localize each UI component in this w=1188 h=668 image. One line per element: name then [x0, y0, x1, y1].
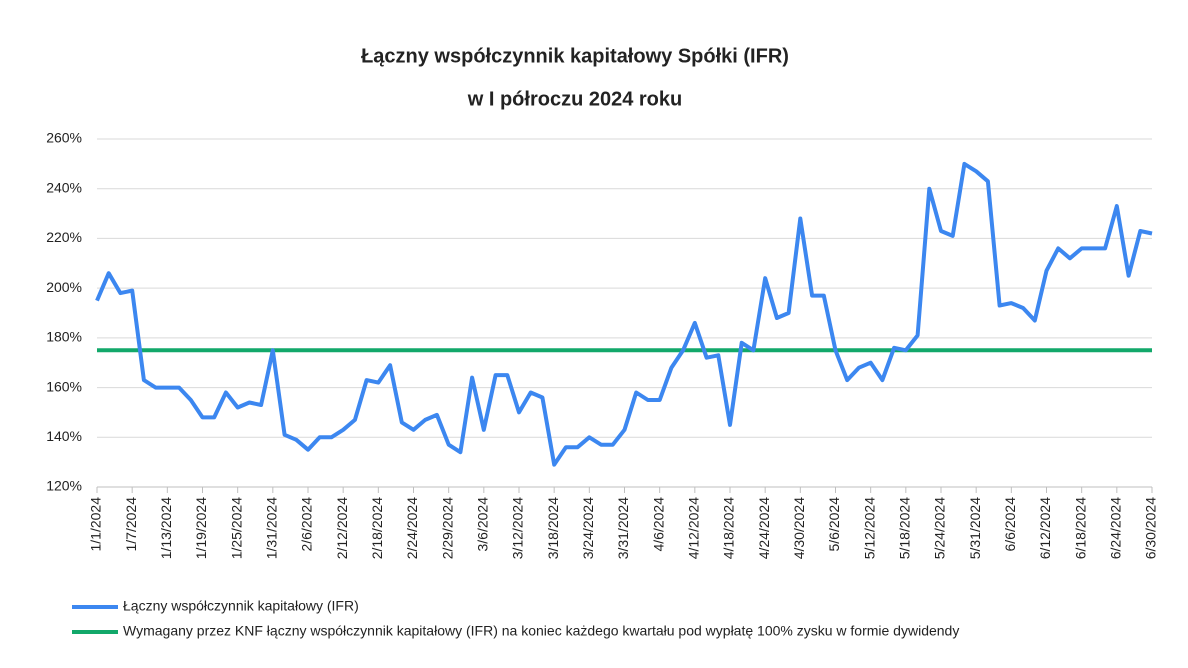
y-tick-label: 120% [46, 478, 82, 494]
x-tick-label: 4/6/2024 [650, 497, 666, 552]
x-tick-label: 3/6/2024 [475, 497, 491, 552]
x-tick-label: 2/12/2024 [334, 497, 350, 559]
y-tick-label: 200% [46, 279, 82, 295]
x-tick-label: 6/6/2024 [1002, 497, 1018, 552]
y-tick-label: 260% [46, 130, 82, 146]
x-tick-label: 5/6/2024 [826, 497, 842, 552]
chart-title: w I półroczu 2024 roku [467, 88, 683, 110]
x-tick-label: 5/31/2024 [967, 497, 983, 559]
x-tick-label: 3/18/2024 [545, 497, 561, 559]
x-tick-label: 6/24/2024 [1108, 497, 1124, 559]
x-tick-label: 5/12/2024 [861, 497, 877, 559]
x-tick-label: 2/18/2024 [369, 497, 385, 559]
x-tick-label: 5/24/2024 [932, 497, 948, 559]
y-tick-label: 220% [46, 229, 82, 245]
y-tick-label: 180% [46, 329, 82, 345]
x-tick-label: 1/19/2024 [193, 497, 209, 559]
x-tick-label: 1/25/2024 [228, 497, 244, 559]
x-tick-label: 2/6/2024 [299, 497, 315, 552]
x-tick-label: 1/31/2024 [264, 497, 280, 559]
x-tick-label: 4/12/2024 [686, 497, 702, 559]
x-tick-label: 6/18/2024 [1072, 497, 1088, 559]
x-tick-label: 1/13/2024 [158, 497, 174, 559]
x-tick-label: 2/24/2024 [404, 497, 420, 559]
y-tick-label: 240% [46, 179, 82, 195]
y-tick-label: 160% [46, 378, 82, 394]
legend-label: Łączny współczynnik kapitałowy (IFR) [123, 598, 359, 614]
x-tick-label: 6/30/2024 [1143, 497, 1159, 559]
x-tick-label: 1/7/2024 [123, 497, 139, 552]
y-tick-label: 140% [46, 428, 82, 444]
x-tick-label: 4/24/2024 [756, 497, 772, 559]
data-line [95, 161, 1153, 467]
x-tick-label: 2/29/2024 [439, 497, 455, 559]
legend-label: Wymagany przez KNF łączny współczynnik k… [123, 623, 959, 639]
chart-title: Łączny współczynnik kapitałowy Spółki (I… [361, 45, 789, 67]
x-tick-label: 3/12/2024 [510, 497, 526, 559]
x-tick-label: 3/31/2024 [615, 497, 631, 559]
x-tick-label: 3/24/2024 [580, 497, 596, 559]
x-tick-label: 1/1/2024 [88, 497, 104, 552]
x-tick-label: 5/18/2024 [897, 497, 913, 559]
x-tick-label: 6/12/2024 [1037, 497, 1053, 559]
x-tick-label: 4/18/2024 [721, 497, 737, 559]
x-tick-label: 4/30/2024 [791, 497, 807, 559]
